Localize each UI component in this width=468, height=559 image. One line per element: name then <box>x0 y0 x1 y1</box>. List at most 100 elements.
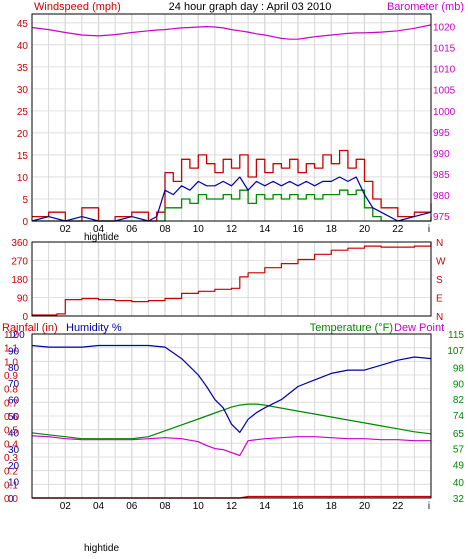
temperature-tick-label: 90 <box>453 379 465 390</box>
windspeed-tick-label: 20 <box>17 129 29 140</box>
windspeed-tick-label: 35 <box>17 63 29 74</box>
windspeed-tick-label: 40 <box>17 41 29 52</box>
rainfall-tick-label: 0.6 <box>4 412 18 423</box>
barometer-tick-label: 980 <box>433 191 450 202</box>
x-tick-label: 02 <box>60 501 72 512</box>
x-tick-label: 18 <box>326 224 338 235</box>
humidity-tick-label: 0 <box>8 494 14 505</box>
x-tick-label: i <box>428 501 430 512</box>
x-tick-label: 10 <box>193 501 205 512</box>
x-tick-label: i <box>428 224 430 235</box>
wind-direction-line <box>32 243 432 316</box>
x-tick-label: 04 <box>93 501 105 512</box>
barometer-line <box>31 24 432 40</box>
rainfall-tick-label: 1.0 <box>4 357 18 368</box>
wind-low-line <box>32 189 432 222</box>
humidity-tick-label: 20 <box>8 461 20 472</box>
x-tick-label: 08 <box>159 224 171 235</box>
windspeed-tick-label: 30 <box>17 85 29 96</box>
rainfall-tick-label: 0.3 <box>4 453 18 464</box>
temperature-tick-label: 74 <box>453 411 465 422</box>
x-tick-label: 20 <box>359 224 371 235</box>
compass-tick-label: E <box>436 294 443 305</box>
temperature-tick-label: 49 <box>453 460 465 471</box>
barometer-tick-label: 990 <box>433 149 450 160</box>
temperature-tick-label: 107 <box>447 346 464 357</box>
x-tick-label: 12 <box>226 224 238 235</box>
temperature-tick-label: 40 <box>453 478 465 489</box>
rainfall-axis-label: Rainfall (in) <box>2 322 58 334</box>
humidity-line <box>31 344 432 433</box>
windspeed-tick-label: 0 <box>22 217 28 228</box>
temperature-line <box>31 403 432 440</box>
temperature-tick-label: 98 <box>453 364 465 375</box>
rainfall-tick-label: 0.7 <box>4 398 18 409</box>
x-tick-label: 22 <box>392 224 404 235</box>
humidity-tick-label: 50 <box>8 412 20 423</box>
wind-gust-line <box>32 149 432 222</box>
direction-tick-label: 360 <box>11 238 28 249</box>
humidity-tick-label: 70 <box>8 379 20 390</box>
x-tick-label: 14 <box>259 501 271 512</box>
x-tick-label: 04 <box>93 224 105 235</box>
x-tick-label: 14 <box>259 224 271 235</box>
chart-title: 24 hour graph day : April 03 2010 <box>169 1 332 13</box>
rainfall-tick-label: 0.1 <box>4 480 18 491</box>
barometer-tick-label: 1020 <box>433 23 456 34</box>
temperature-axis-label: Temperature (°F) <box>310 322 393 334</box>
temperature-tick-label: 115 <box>448 330 464 341</box>
direction-tick-label: 90 <box>17 294 29 305</box>
windspeed-tick-label: 15 <box>17 151 29 162</box>
rainfall-tick-label: 0.5 <box>4 426 18 437</box>
x-tick-label: 08 <box>159 501 171 512</box>
barometer-axis-label: Barometer (mb) <box>387 1 464 13</box>
compass-tick-label: N <box>436 312 443 323</box>
temperature-tick-label: 82 <box>453 395 465 406</box>
rainfall-tick-label: 1.2 <box>4 330 18 341</box>
barometer-tick-label: 985 <box>433 170 450 181</box>
compass-tick-label: N <box>436 238 443 249</box>
humidity-tick-label: 40 <box>8 428 20 439</box>
rainfall-tick-label: 0.4 <box>4 439 18 450</box>
x-tick-label: 16 <box>292 501 304 512</box>
x-tick-label: 22 <box>392 501 404 512</box>
x-tick-label: 06 <box>126 501 138 512</box>
windspeed-tick-label: 5 <box>22 195 28 206</box>
humidity-axis-label: Humidity % <box>66 322 122 334</box>
rainfall-tick-label: 0.0 <box>4 494 18 505</box>
humidity-panel-frame <box>31 333 432 499</box>
barometer-tick-label: 995 <box>433 128 450 139</box>
temperature-tick-label: 57 <box>453 445 465 456</box>
dewpoint-axis-label: Dew Point <box>394 322 444 334</box>
rainfall-tick-label: 0.2 <box>4 467 18 478</box>
direction-tick-label: 180 <box>11 275 28 286</box>
compass-tick-label: S <box>436 275 443 286</box>
temperature-tick-label: 32 <box>453 494 465 505</box>
barometer-tick-label: 1000 <box>433 107 456 118</box>
compass-tick-label: W <box>436 257 446 268</box>
hightide-label-top: hightide <box>84 232 119 243</box>
x-tick-label: 18 <box>326 501 338 512</box>
humidity-tick-label: 90 <box>8 346 20 357</box>
x-tick-label: 12 <box>226 501 238 512</box>
x-tick-label: 06 <box>126 224 138 235</box>
barometer-tick-label: 1005 <box>433 86 456 97</box>
dewpoint-line <box>31 435 431 457</box>
direction-panel-frame <box>31 241 432 317</box>
x-tick-label: 20 <box>359 501 371 512</box>
direction-tick-label: 270 <box>11 257 28 268</box>
barometer-tick-label: 975 <box>433 212 450 223</box>
rainfall-tick-label: 0.8 <box>4 385 18 396</box>
x-tick-label: 02 <box>60 224 72 235</box>
humidity-tick-label: 80 <box>8 363 20 374</box>
rainfall-tick-label: 1.1 <box>4 344 18 355</box>
windspeed-tick-label: 25 <box>17 107 29 118</box>
x-tick-label: 16 <box>292 224 304 235</box>
x-tick-label: 10 <box>193 224 205 235</box>
temperature-tick-label: 65 <box>453 429 465 440</box>
windspeed-tick-label: 10 <box>17 173 29 184</box>
wind-average-line <box>31 176 432 222</box>
barometer-tick-label: 1010 <box>433 65 456 76</box>
rainfall-tick-label: 0.9 <box>4 371 18 382</box>
